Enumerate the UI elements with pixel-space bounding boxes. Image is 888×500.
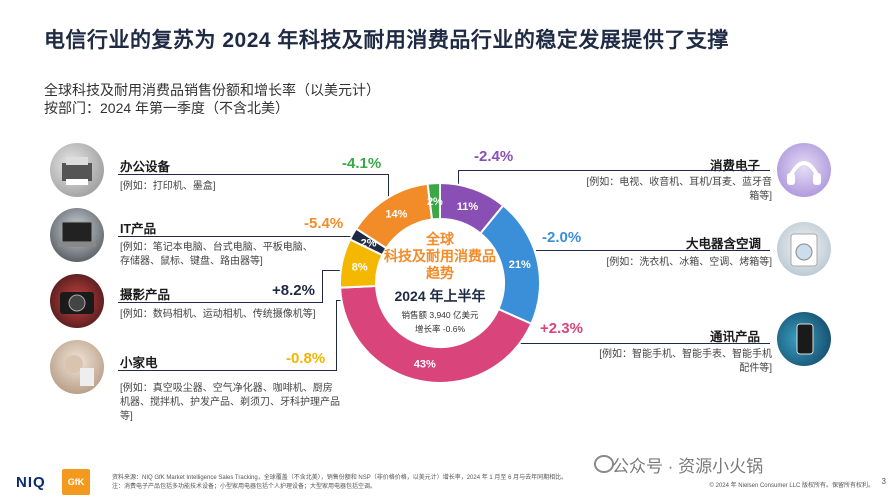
leader-line	[388, 174, 389, 210]
segment-growth-major-appliance: -2.0%	[542, 229, 582, 246]
segment-examples-telecom: [例如：智能手机、智能手表、智能手机配件等]	[599, 349, 772, 374]
donut-slice-label: 21%	[509, 259, 531, 271]
leader-line	[118, 302, 322, 303]
leader-line	[322, 270, 348, 271]
leader-line	[458, 170, 770, 171]
copyright: © 2024 年 Nielsen Consumer LLC 版权所有。保留所有权…	[709, 483, 874, 489]
segment-examples-it: [例如：笔记本电脑、台式电脑、平板电脑、存储器、鼠标、键盘、路由器等]	[120, 242, 313, 267]
segment-examples-consumer-electronics: [例如：电视、收音机、耳机/耳麦、蓝牙音箱等]	[586, 177, 772, 202]
phone-photo-icon	[777, 312, 831, 366]
leader-line	[336, 300, 337, 371]
page-number: 3	[881, 477, 886, 486]
center-line-2: 科技及耐用消费品	[384, 248, 496, 264]
leader-line	[516, 343, 770, 344]
appliance-photo-icon	[50, 340, 104, 394]
segment-name-consumer-electronics: 消费电子	[710, 159, 761, 173]
segment-name-major-appliance: 大电器含空调	[686, 237, 762, 251]
segment-growth-office: -4.1%	[342, 155, 382, 172]
wechat-icon	[594, 455, 614, 473]
watermark: 公众号 · 资源小火锅	[612, 457, 764, 476]
headphones-photo-icon	[777, 143, 831, 197]
source-line-2: 注：消费电子产品包括多功能技术设备；小型家用电器包括个人护理设备；大型家用电器包…	[112, 484, 377, 490]
leader-line	[322, 270, 323, 303]
center-title: 全球 科技及耐用消费品 趋势	[380, 231, 500, 282]
center-period: 2024 年上半年	[394, 288, 486, 304]
segment-name-photo: 摄影产品	[120, 288, 171, 302]
donut-slice-label: 2%	[361, 238, 377, 250]
segment-name-office: 办公设备	[120, 160, 171, 174]
segment-examples-major-appliance: [例如：洗衣机、冰箱、空调、烤箱等]	[606, 257, 772, 268]
donut-slice-label: 11%	[457, 201, 479, 213]
donut-slice	[339, 284, 533, 384]
donut-slice-label: 8%	[352, 262, 368, 274]
camera-photo-icon	[50, 274, 104, 328]
page-title: 电信行业的复苏为 2024 年科技及耐用消费品行业的稳定发展提供了支撑	[44, 29, 729, 52]
center-line-1: 全球	[426, 231, 454, 247]
leader-line	[536, 250, 770, 251]
niq-logo: NIQ	[16, 474, 46, 491]
leader-line	[118, 174, 388, 175]
segment-growth-telecom: +2.3%	[540, 320, 583, 337]
source-note: 资料来源：NIQ GfK Market Intelligence Sales T…	[112, 474, 632, 492]
segment-growth-it: -5.4%	[304, 215, 344, 232]
segment-growth-small-appliance: -0.8%	[286, 350, 326, 367]
leader-line	[458, 170, 459, 192]
segment-name-telecom: 通讯产品	[710, 330, 761, 344]
segment-growth-consumer-electronics: -2.4%	[474, 148, 514, 165]
center-growth: 增长率 -0.6%	[414, 324, 466, 334]
segment-name-it: IT产品	[120, 222, 157, 236]
leader-line	[118, 370, 336, 371]
segment-examples-small-appliance: [例如：真空吸尘器、空气净化器、咖啡机、厨房机器、搅拌机、护发产品、剃须刀、牙科…	[120, 383, 340, 422]
donut-slice	[426, 181, 441, 221]
laptop-photo-icon	[50, 208, 104, 262]
segment-name-small-appliance: 小家电	[120, 356, 158, 370]
donut-slice-label: 43%	[414, 359, 436, 371]
segment-growth-photo: +8.2%	[272, 282, 315, 299]
donut-slice-label: 14%	[385, 209, 407, 221]
segment-examples-office: [例如：打印机、墨盒]	[120, 181, 216, 192]
center-line-3: 趋势	[426, 265, 454, 281]
donut-slice-label: 2%	[427, 196, 443, 208]
chart-subtitle-period: 按部门：2024 年第一季度（不含北美）	[44, 100, 290, 116]
donut-chart: 11% 21% 43% 8% 2% 14% 2%	[339, 181, 541, 384]
chart-subtitle: 全球科技及耐用消费品销售份额和增长率（以美元计）	[44, 82, 380, 98]
gfk-logo: GfK	[62, 469, 90, 495]
center-sales: 销售额 3,940 亿美元	[401, 310, 479, 320]
leader-line	[118, 236, 356, 237]
washer-photo-icon	[777, 222, 831, 276]
segment-examples-photo: [例如：数码相机、运动相机、传统摄像机等]	[120, 309, 316, 320]
printer-photo-icon	[50, 143, 104, 197]
source-line-1: 资料来源：NIQ GfK Market Intelligence Sales T…	[112, 475, 568, 481]
